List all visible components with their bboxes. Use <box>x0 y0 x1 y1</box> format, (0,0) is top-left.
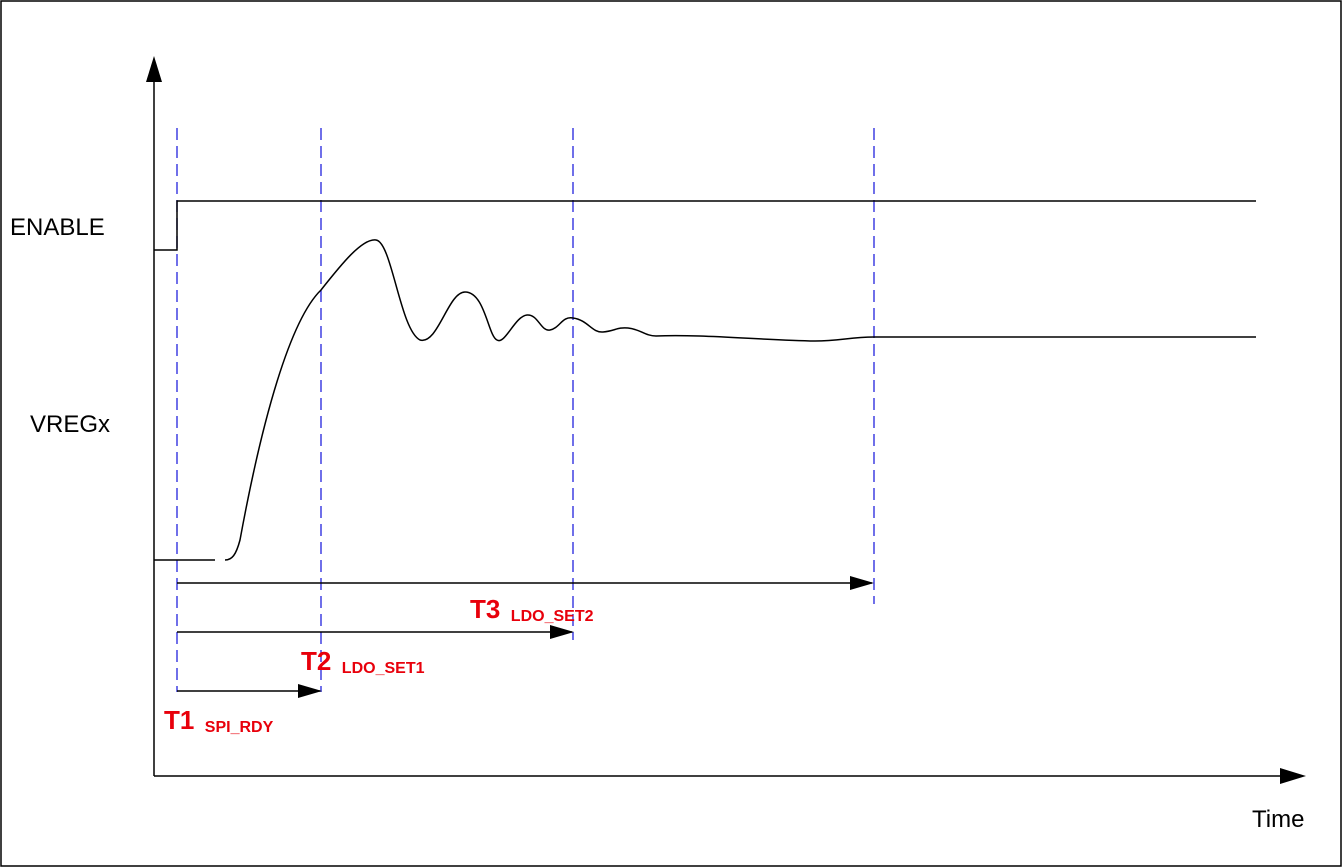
t2-label-sub: LDO_SET1 <box>342 660 425 677</box>
t1-label: T1 SPI_RDY <box>164 705 274 736</box>
timing-arrows <box>177 576 874 698</box>
t2-label: T2 LDO_SET1 <box>301 646 425 677</box>
enable-label: ENABLE <box>10 214 105 241</box>
vreg-trace <box>154 239 1256 561</box>
t1-label-main: T1 <box>164 705 194 735</box>
x-axis-arrow-icon <box>1280 768 1306 784</box>
enable-trace <box>154 200 1256 251</box>
t3-label: T3 LDO_SET2 <box>470 594 594 625</box>
time-axis-label: Time <box>1252 806 1304 833</box>
t3-label-main: T3 <box>470 594 500 624</box>
vreg-label: VREGx <box>30 411 110 438</box>
t1-label-sub: SPI_RDY <box>205 719 274 736</box>
t2-label-main: T2 <box>301 646 331 676</box>
y-axis-arrow-icon <box>146 56 162 82</box>
t3-label-sub: LDO_SET2 <box>511 608 594 625</box>
